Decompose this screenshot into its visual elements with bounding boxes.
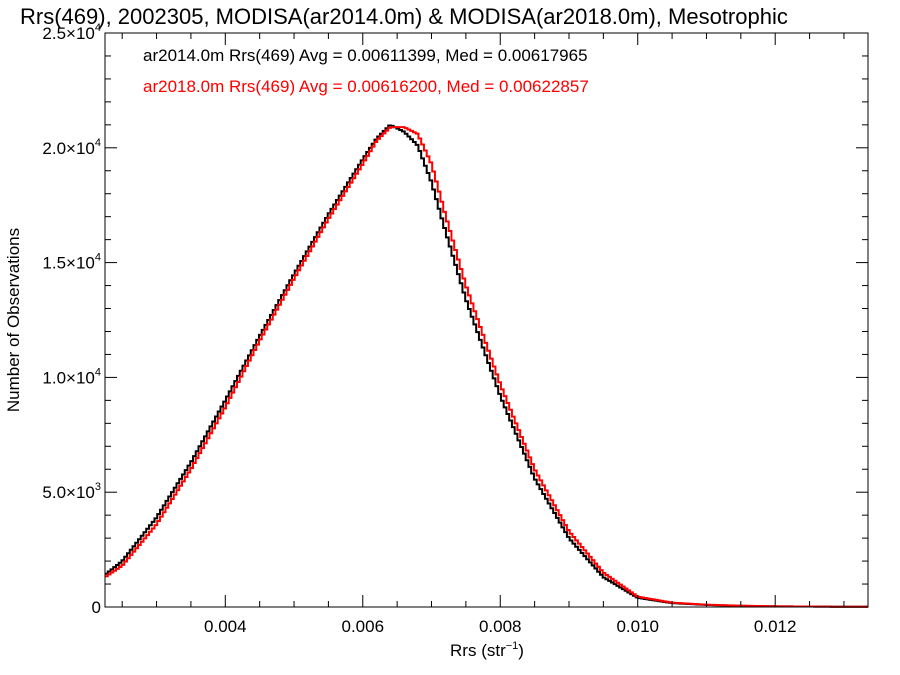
series-line-2 [105, 126, 868, 608]
y-tick-label: 5.0×103 [42, 481, 101, 502]
x-tick-label: 0.012 [754, 617, 797, 636]
y-tick-label: 0 [92, 598, 101, 617]
y-tick-label: 1.0×104 [42, 366, 101, 387]
y-axis-ticks: 0 5.0×103 1.0×104 1.5×104 2.0×104 2.5×104 [42, 22, 868, 617]
y-tick-label: 2.5×104 [42, 22, 101, 43]
x-tick-label: 0.004 [204, 617, 247, 636]
annotation-ar2018: ar2018.0m Rrs(469) Avg = 0.00616200, Med… [143, 77, 589, 96]
y-tick-label: 2.0×104 [42, 137, 101, 158]
chart-title: Rrs(469), 2002305, MODISA(ar2014.0m) & M… [20, 4, 788, 29]
x-tick-label: 0.008 [479, 617, 522, 636]
series-line-1 [105, 124, 868, 608]
x-tick-label: 0.006 [341, 617, 384, 636]
x-axis-label: Rrs (str−1) [450, 640, 524, 660]
axes [104, 32, 869, 608]
series-layer [105, 124, 868, 608]
plot-frame [104, 32, 869, 608]
x-axis-ticks: 0.004 0.006 0.008 0.010 0.012 [121, 33, 845, 636]
y-axis-label: Number of Observations [4, 228, 23, 412]
annotation-ar2014: ar2014.0m Rrs(469) Avg = 0.00611399, Med… [143, 46, 588, 65]
y-tick-label: 1.5×104 [42, 252, 101, 273]
x-tick-label: 0.010 [616, 617, 659, 636]
